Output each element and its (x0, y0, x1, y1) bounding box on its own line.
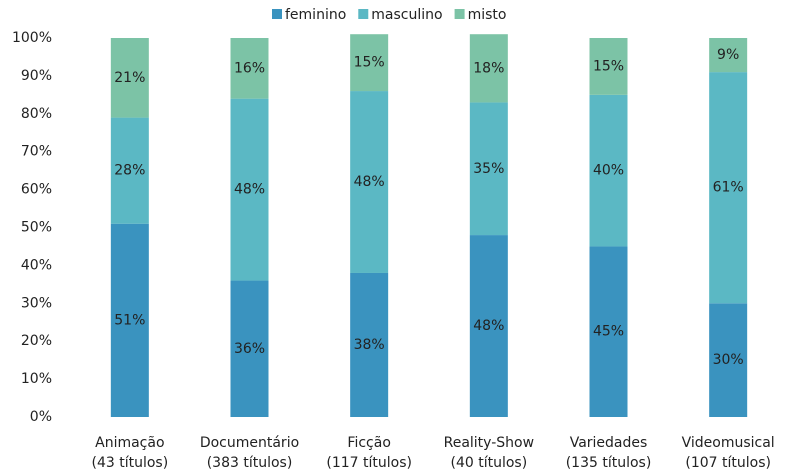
bar-segment (110, 38, 149, 118)
y-tick-label: 80% (21, 106, 52, 122)
data-label: 21% (114, 70, 145, 86)
bar-segment (589, 38, 628, 95)
data-label: 40% (593, 163, 624, 179)
x-tick-label: Documentário (200, 435, 299, 451)
bar-segment (110, 117, 149, 224)
data-label: 45% (593, 324, 624, 340)
y-tick-label: 30% (21, 295, 52, 311)
bar-segment (469, 235, 508, 417)
bar-segment (709, 72, 748, 304)
x-tick-label: Ficção (347, 435, 390, 451)
x-tick-label: (40 títulos) (450, 455, 527, 471)
data-label: 18% (473, 60, 504, 76)
data-label: 9% (717, 47, 739, 63)
bar-segment (589, 94, 628, 247)
legend-swatch (358, 9, 369, 19)
y-tick-label: 70% (21, 144, 52, 160)
legend-label: misto (468, 7, 507, 23)
bar-segment (709, 38, 748, 73)
x-tick-label: Variedades (570, 435, 648, 451)
legend-label: feminino (285, 7, 346, 23)
data-label: 16% (234, 60, 265, 76)
bar-segment (709, 303, 748, 417)
y-tick-label: 90% (21, 68, 52, 84)
legend-label: masculino (371, 7, 442, 23)
bar-segment (589, 246, 628, 417)
x-tick-label: (107 títulos) (685, 455, 771, 471)
bar-segment (350, 272, 389, 417)
y-tick-label: 60% (21, 182, 52, 198)
x-tick-label: (117 títulos) (326, 455, 412, 471)
data-label: 15% (354, 55, 385, 71)
data-label: 61% (713, 180, 744, 196)
x-tick-label: (383 títulos) (207, 455, 293, 471)
y-tick-label: 10% (21, 371, 52, 387)
bar-segment (230, 98, 269, 281)
bar-segment (469, 102, 508, 236)
data-label: 48% (473, 318, 504, 334)
data-label: 51% (114, 312, 145, 328)
x-tick-label: (43 títulos) (91, 455, 168, 471)
data-label: 30% (713, 352, 744, 368)
legend-swatch (272, 9, 282, 19)
bar-segment (350, 34, 389, 92)
bar-segment (110, 223, 149, 417)
x-tick-label: (135 títulos) (566, 455, 652, 471)
data-label: 28% (114, 163, 145, 179)
data-label: 35% (473, 161, 504, 177)
legend-swatch (454, 9, 465, 19)
y-tick-label: 50% (21, 220, 52, 236)
y-tick-label: 100% (12, 30, 52, 46)
y-tick-label: 40% (21, 257, 52, 273)
data-label: 48% (234, 182, 265, 198)
bar-segment (350, 91, 389, 273)
x-tick-label: Reality-Show (444, 435, 534, 451)
x-tick-label: Videomusical (682, 435, 775, 451)
data-label: 48% (354, 174, 385, 190)
x-tick-label: Animação (95, 435, 164, 451)
data-label: 15% (593, 58, 624, 74)
data-label: 36% (234, 341, 265, 357)
bar-segment (230, 280, 269, 417)
bar-segment (469, 34, 508, 103)
y-tick-label: 0% (30, 409, 52, 425)
bar-segment (230, 38, 269, 99)
data-label: 38% (354, 337, 385, 353)
y-tick-label: 20% (21, 333, 52, 349)
